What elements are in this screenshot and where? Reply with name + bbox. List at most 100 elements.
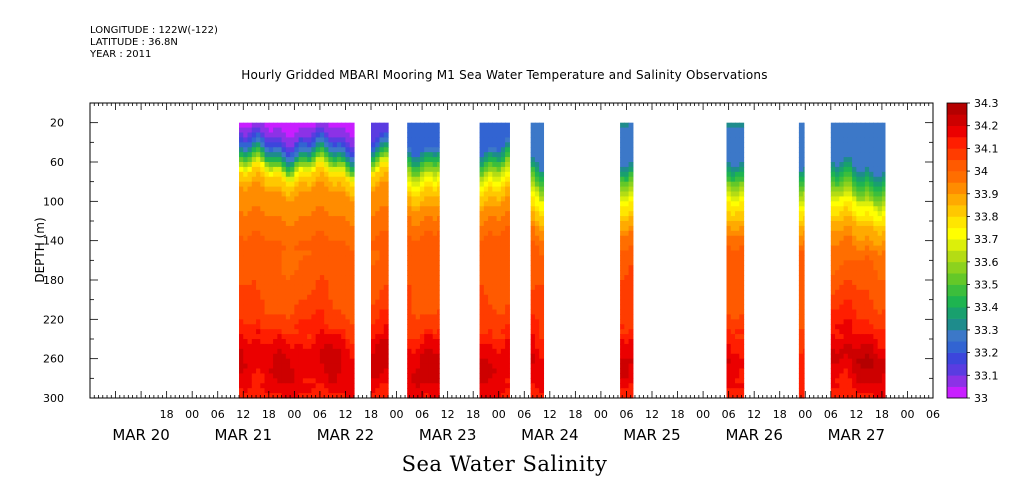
- data-cell: [264, 191, 270, 198]
- data-cell: [739, 260, 745, 266]
- data-cell: [798, 152, 804, 158]
- data-cell: [436, 280, 440, 286]
- data-cell: [285, 137, 291, 143]
- data-cell: [419, 171, 425, 178]
- data-cell: [407, 211, 413, 217]
- data-cell: [375, 137, 381, 143]
- data-cell: [302, 216, 308, 222]
- data-cell: [847, 186, 853, 193]
- data-cell: [277, 186, 283, 193]
- data-cell: [500, 368, 506, 375]
- data-cell: [436, 265, 440, 271]
- data-cell: [726, 334, 732, 340]
- data-cell: [492, 216, 498, 222]
- data-cell: [500, 162, 506, 168]
- data-cell: [268, 191, 274, 198]
- data-cell: [877, 378, 883, 384]
- data-cell: [864, 216, 870, 222]
- data-cell: [877, 358, 883, 365]
- data-cell: [492, 196, 498, 202]
- data-cell: [294, 152, 300, 158]
- data-cell: [624, 201, 630, 207]
- data-cell: [332, 388, 338, 394]
- data-cell: [488, 299, 493, 306]
- data-cell: [852, 378, 857, 384]
- data-cell: [496, 319, 502, 325]
- data-cell: [332, 216, 338, 222]
- data-cell: [273, 314, 278, 320]
- data-cell: [803, 221, 805, 227]
- data-cell: [336, 166, 342, 173]
- data-cell: [375, 348, 381, 355]
- data-cell: [534, 235, 540, 242]
- data-cell: [835, 250, 840, 257]
- data-cell: [628, 186, 634, 193]
- data-cell: [830, 201, 836, 207]
- data-cell: [311, 225, 317, 232]
- data-cell: [371, 225, 376, 232]
- data-cell: [260, 191, 266, 198]
- data-cell: [505, 250, 510, 257]
- data-cell: [856, 206, 862, 212]
- data-cell: [256, 221, 261, 227]
- data-cell: [290, 368, 295, 375]
- data-cell: [415, 245, 421, 252]
- data-cell: [298, 225, 304, 232]
- data-cell: [852, 132, 857, 139]
- data-cell: [324, 353, 330, 360]
- x-tick-label: 18: [875, 408, 889, 421]
- data-cell: [830, 319, 836, 325]
- data-cell: [294, 206, 300, 212]
- data-cell: [341, 211, 347, 217]
- data-cell: [877, 171, 883, 178]
- data-cell: [881, 225, 886, 232]
- data-cell: [428, 270, 434, 276]
- data-cell: [311, 206, 317, 212]
- data-cell: [877, 191, 883, 198]
- data-cell: [383, 289, 389, 296]
- data-cell: [332, 196, 338, 202]
- data-cell: [843, 353, 849, 360]
- data-cell: [251, 147, 257, 153]
- colorbar-swatch: [947, 205, 967, 217]
- data-cell: [256, 162, 261, 168]
- data-cell: [798, 225, 804, 232]
- data-cell: [239, 152, 244, 158]
- data-cell: [424, 294, 430, 301]
- data-cell: [628, 275, 634, 281]
- data-cell: [424, 299, 430, 306]
- data-cell: [307, 245, 312, 252]
- data-cell: [336, 230, 342, 237]
- data-cell: [730, 137, 736, 143]
- data-cell: [803, 294, 805, 301]
- data-cell: [534, 280, 540, 286]
- data-cell: [839, 147, 845, 153]
- data-cell: [349, 127, 355, 134]
- data-cell: [852, 334, 857, 340]
- data-cell: [803, 280, 805, 286]
- data-cell: [843, 270, 849, 276]
- data-cell: [539, 363, 545, 370]
- data-cell: [864, 235, 870, 242]
- data-cell: [873, 230, 879, 237]
- data-cell: [298, 196, 304, 202]
- data-cell: [324, 127, 330, 134]
- data-cell: [798, 378, 804, 384]
- data-cell: [839, 196, 845, 202]
- data-cell: [294, 358, 300, 365]
- data-cell: [315, 275, 321, 281]
- data-cell: [332, 142, 338, 148]
- data-cell: [273, 176, 278, 183]
- data-cell: [539, 186, 545, 193]
- data-cell: [336, 319, 342, 325]
- data-cell: [428, 196, 434, 202]
- data-cell: [319, 206, 325, 212]
- data-cell: [264, 393, 270, 399]
- data-cell: [624, 363, 630, 370]
- data-cell: [881, 260, 886, 266]
- data-cell: [505, 383, 510, 389]
- colorbar-swatch: [947, 114, 967, 126]
- data-cell: [411, 127, 417, 134]
- data-cell: [375, 250, 381, 257]
- data-cell: [869, 235, 874, 242]
